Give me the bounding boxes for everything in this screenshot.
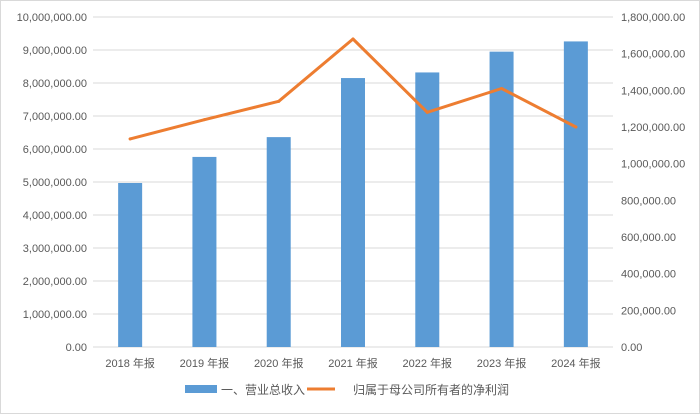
y-left-tick-label: 7,000,000.00	[23, 111, 87, 123]
revenue-bar	[192, 156, 217, 347]
legend-swatch-revenue	[185, 385, 217, 393]
net-profit-point	[574, 125, 578, 129]
revenue-bar	[341, 78, 365, 348]
legend-label-net-profit: 归属于母公司所有者的净利润	[353, 382, 509, 397]
x-tick-label: 2024 年报	[551, 356, 601, 370]
y-left-tick-label: 2,000,000.00	[23, 276, 87, 288]
y-left-tick-label: 8,000,000.00	[23, 78, 87, 90]
y-right-tick-label: 200,000.00	[621, 305, 676, 317]
y-right-tick-label: 1,800,000.00	[621, 12, 685, 24]
line-series-net-profit	[128, 37, 578, 141]
net-profit-point	[425, 110, 429, 114]
x-tick-label: 2022 年报	[403, 356, 453, 370]
x-tick-label: 2021 年报	[328, 356, 378, 370]
net-profit-point	[351, 37, 355, 41]
x-tick-label: 2020 年报	[254, 356, 304, 370]
x-tick-label: 2019 年报	[180, 356, 230, 370]
legend-label-revenue: 一、营业总收入	[221, 383, 305, 397]
y-left-tick-label: 1,000,000.00	[23, 309, 87, 321]
y-right-tick-label: 1,000,000.00	[621, 159, 685, 171]
y-right-tick-label: 1,400,000.00	[621, 85, 685, 97]
y-right-tick-label: 600,000.00	[621, 232, 676, 244]
x-tick-label: 2023 年报	[477, 356, 527, 370]
revenue-bar	[563, 41, 588, 348]
y-left-tick-label: 4,000,000.00	[23, 210, 87, 222]
y-left-tick-label: 10,000,000.00	[17, 12, 87, 24]
bar-series-revenue	[118, 41, 588, 348]
y-left-tick-label: 6,000,000.00	[23, 144, 87, 156]
y-right-tick-label: 400,000.00	[621, 269, 676, 281]
legend: 一、营业总收入 归属于母公司所有者的净利润	[185, 382, 509, 397]
revenue-bar	[266, 137, 291, 347]
y-left-tick-label: 3,000,000.00	[23, 243, 87, 255]
revenue-bar	[415, 72, 440, 347]
x-axis: 2018 年报 2019 年报 2020 年报 2021 年报 2022 年报 2023 …	[105, 356, 600, 370]
y-left-tick-label: 0.00	[66, 342, 87, 354]
net-profit-point	[128, 137, 132, 141]
x-tick-label: 2018 年报	[105, 356, 155, 370]
revenue-bar	[118, 182, 143, 347]
y-right-tick-label: 1,600,000.00	[621, 49, 685, 61]
net-profit-point	[500, 87, 504, 90]
net-profit-point	[277, 99, 281, 103]
y-right-tick-label: 1,200,000.00	[621, 122, 685, 134]
y-right-tick-label: 800,000.00	[621, 195, 676, 207]
net-profit-point	[202, 118, 206, 122]
y-axis-left: 0.00 1,000,000.00 2,000,000.00 3,000,000.00…	[17, 12, 87, 354]
revenue-bar	[489, 51, 514, 348]
y-left-tick-label: 9,000,000.00	[23, 45, 87, 57]
y-right-tick-label: 0.00	[621, 342, 642, 354]
y-axis-right: 0.00 200,000.00 400,000.00 600,000.00 800,00…	[621, 12, 685, 354]
y-left-tick-label: 5,000,000.00	[23, 177, 87, 189]
